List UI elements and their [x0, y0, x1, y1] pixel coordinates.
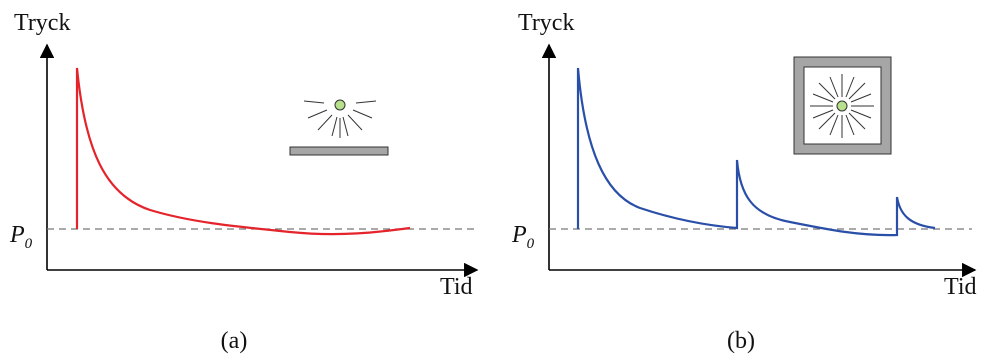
panel-b-x-label: Tid: [944, 274, 976, 300]
panel-a: Tryck Tid P0 (a): [9, 10, 479, 354]
panel-a-pressure-curve: [75, 67, 411, 236]
panel-a-baseline-label: P0: [9, 222, 33, 252]
enclosed-blast-icon: [793, 56, 892, 155]
ground-plate: [289, 146, 389, 156]
panel-a-caption: (a): [221, 328, 248, 354]
panel-b-y-label: Tryck: [518, 10, 574, 36]
panel-b-pressure-curve: [576, 67, 936, 237]
open-blast-icon: [289, 99, 389, 156]
panel-b: Tryck Tid P0 (b): [511, 10, 976, 354]
panel-a-y-label: Tryck: [14, 10, 70, 36]
panel-a-x-label: Tid: [440, 274, 472, 300]
panel-b-caption: (b): [727, 328, 755, 354]
panel-b-baseline-label: P0: [511, 222, 535, 252]
